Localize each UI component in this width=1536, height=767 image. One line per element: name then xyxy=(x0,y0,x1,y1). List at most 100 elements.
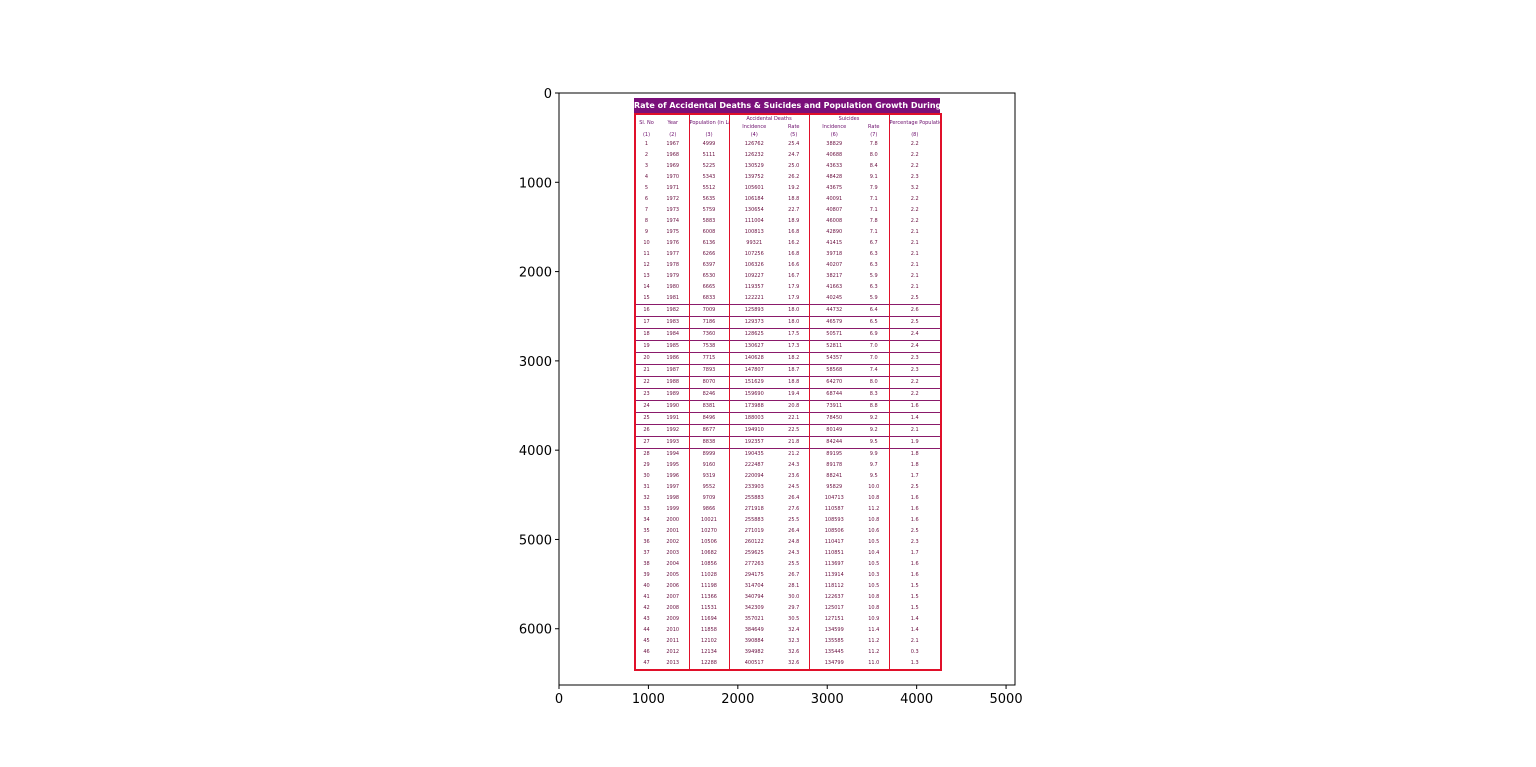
table-cell: 110417 xyxy=(824,539,844,545)
table-cell: 10.0 xyxy=(859,482,890,493)
table-cell: 17.9 xyxy=(779,293,810,305)
table-cell: 2.1 xyxy=(910,229,919,235)
table-cell: 11531 xyxy=(689,603,730,614)
table-cell: 128625 xyxy=(744,331,764,337)
table-cell: 32.3 xyxy=(779,636,810,647)
table-cell: 7.1 xyxy=(859,205,890,216)
table-cell: 41 xyxy=(643,594,650,600)
table-cell: 130654 xyxy=(744,207,764,213)
table-cell: 12288 xyxy=(689,658,730,670)
table-cell: 7.0 xyxy=(859,340,890,353)
table-cell: 2.3 xyxy=(910,539,919,545)
table-cell: 1995 xyxy=(657,460,690,471)
table-cell: 22.5 xyxy=(779,424,810,437)
table-cell: 50571 xyxy=(826,331,843,337)
table-cell: 24 xyxy=(643,403,650,409)
table-cell: 1976 xyxy=(657,238,690,249)
table-cell: 129373 xyxy=(744,319,764,325)
table-cell: 2004 xyxy=(657,559,690,570)
y-tick-label: 6000 xyxy=(519,623,552,638)
table-row: 37 2003 10682 259625 24.3 110851 10.4 1.7 xyxy=(635,548,941,559)
data-table: Sl. No Year Population (in Lakh) Acciden… xyxy=(634,113,943,671)
table-cell: 39 xyxy=(643,572,650,578)
table-cell: 109227 xyxy=(744,273,764,279)
table-cell: 1999 xyxy=(657,504,690,515)
table-cell: 2006 xyxy=(657,581,690,592)
table-cell: 394982 xyxy=(744,649,764,655)
table-cell: 35 xyxy=(643,528,650,534)
table-cell: 5635 xyxy=(689,194,730,205)
table-cell: 1994 xyxy=(657,448,690,460)
table-cell: 12134 xyxy=(689,647,730,658)
table-cell: 2.1 xyxy=(910,273,919,279)
table-cell: 1972 xyxy=(657,194,690,205)
table-cell: 2.4 xyxy=(910,343,919,349)
header: Population (in Lakh) xyxy=(689,114,730,131)
column-number: (1) xyxy=(642,131,651,138)
table-cell: 7.1 xyxy=(859,194,890,205)
y-tick-label: 4000 xyxy=(519,444,552,459)
table-row: 8 1974 5883 111004 18.9 46008 7.8 2.2 xyxy=(635,216,941,227)
table-cell: 173988 xyxy=(744,403,764,409)
axes-frame xyxy=(558,92,1016,686)
table-cell: 43633 xyxy=(826,163,843,169)
table-cell: 4999 xyxy=(689,139,730,150)
table-cell: 384649 xyxy=(744,627,764,633)
table-cell: 125893 xyxy=(744,307,764,313)
table-cell: 18 xyxy=(643,331,650,337)
table-cell: 9.2 xyxy=(859,412,890,425)
table-cell: 5 xyxy=(644,185,649,191)
table-cell: 6266 xyxy=(689,249,730,260)
table-row: 3 1969 5225 130529 25.0 43633 8.4 2.2 xyxy=(635,161,941,172)
table-cell: 9.7 xyxy=(859,460,890,471)
table-cell: 2002 xyxy=(657,537,690,548)
table-cell: 122221 xyxy=(744,295,764,301)
table-cell: 5225 xyxy=(689,161,730,172)
table-row: 6 1972 5635 106184 18.8 40091 7.1 2.2 xyxy=(635,194,941,205)
table-cell: 10.4 xyxy=(859,548,890,559)
table-cell: 1978 xyxy=(657,260,690,271)
table-cell: 10 xyxy=(643,240,650,246)
table-cell: 23 xyxy=(643,391,650,397)
table-cell: 1.3 xyxy=(910,660,919,666)
table-cell: 10682 xyxy=(689,548,730,559)
table-cell: 5759 xyxy=(689,205,730,216)
header: Year xyxy=(657,114,690,131)
table-cell: 7538 xyxy=(689,340,730,353)
table-cell: 26.4 xyxy=(779,493,810,504)
table-row: 31 1997 9552 233903 24.5 95829 10.0 2.5 xyxy=(635,482,941,493)
table-cell: 22.1 xyxy=(779,412,810,425)
column-number: (3) xyxy=(689,131,730,139)
table-cell: 11.4 xyxy=(859,625,890,636)
table-cell: 1973 xyxy=(657,205,690,216)
table-cell: 7.0 xyxy=(859,352,890,365)
table-cell: 26.7 xyxy=(779,570,810,581)
table-cell: 107256 xyxy=(744,251,764,257)
table-cell: 18.9 xyxy=(779,216,810,227)
x-tick-label: 2000 xyxy=(721,692,754,707)
table-cell: 113697 xyxy=(824,561,844,567)
table-cell: 390884 xyxy=(744,638,764,644)
table-row: 34 2000 10021 255883 25.5 108593 10.8 1.6 xyxy=(635,515,941,526)
table-cell: 6.3 xyxy=(859,260,890,271)
table-row: 41 2007 11366 340794 30.0 122637 10.8 1.5 xyxy=(635,592,941,603)
table-cell: 11028 xyxy=(689,570,730,581)
table-cell: 8999 xyxy=(689,448,730,460)
table-row: 40 2006 11198 314704 28.1 118112 10.5 1.5 xyxy=(635,581,941,592)
table-row: 29 1995 9160 222487 24.3 89178 9.7 1.8 xyxy=(635,460,941,471)
table-cell: 2.2 xyxy=(910,379,919,385)
column-number: (8) xyxy=(911,131,919,138)
table-cell: 24.3 xyxy=(779,548,810,559)
table-cell: 44732 xyxy=(826,307,843,313)
table-cell: 22 xyxy=(643,379,650,385)
header: Suicides xyxy=(809,114,890,123)
table-cell: 11366 xyxy=(689,592,730,603)
table-cell: 9866 xyxy=(689,504,730,515)
table-cell: 16 xyxy=(643,307,650,313)
table-cell: 10.3 xyxy=(859,570,890,581)
table-cell: 2011 xyxy=(657,636,690,647)
table-cell: 18.2 xyxy=(779,352,810,365)
table-cell: 31 xyxy=(643,484,650,490)
table-cell: 10856 xyxy=(689,559,730,570)
table-cell: 159690 xyxy=(744,391,764,397)
